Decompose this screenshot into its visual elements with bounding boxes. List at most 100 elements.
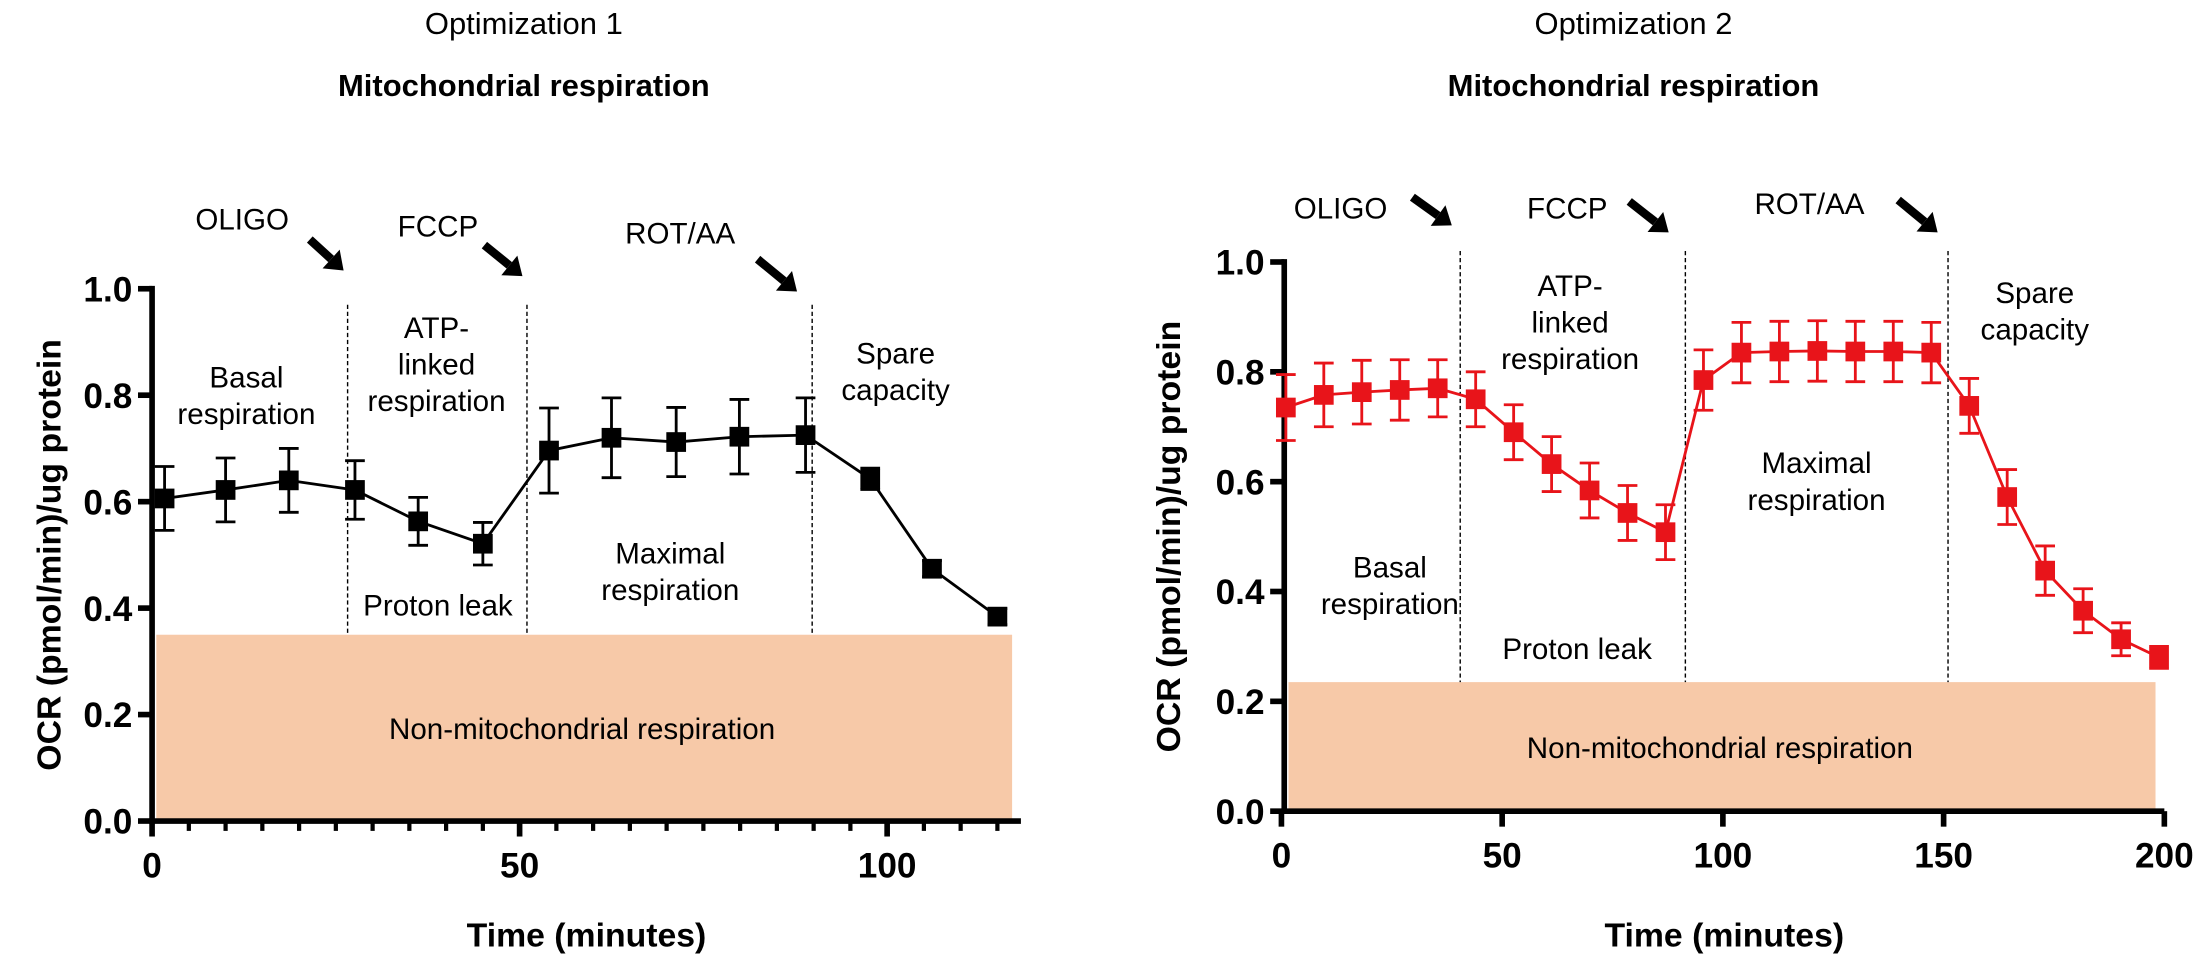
data-point [2073,600,2093,621]
injection-label: ROT/AA [1754,188,1864,221]
y-tick-label: 0.2 [83,696,132,735]
region-label-proton: Proton leak [1502,633,1652,666]
arrow-icon [1626,198,1658,226]
x-tick-label: 100 [858,846,917,885]
data-point [1465,389,1486,410]
data-point [666,432,687,452]
data-point [1617,503,1638,523]
arrow-head-icon [1430,205,1452,226]
chart-subtitle: Mitochondrial respiration [1448,68,1820,103]
injection-label: FCCP [1527,192,1607,225]
y-axis-label: OCR (pmol/min)/ug protein [1150,321,1188,753]
data-point [1883,341,1904,362]
chart-subtitle: Mitochondrial respiration [338,68,710,103]
data-point [2035,560,2056,581]
band-label: Non-mitochondrial respiration [1527,732,1913,765]
data-point [1579,480,1600,501]
region-label-maximal: respiration [1748,484,1886,517]
data-point [473,533,493,554]
x-tick-label: 0 [142,846,162,885]
injection-label: OLIGO [1294,192,1388,225]
chart-1: Optimization 1 Mitochondrial respiration N… [31,6,1021,954]
arrow-icon [306,236,334,263]
data-point [1313,385,1334,405]
data-point [1275,397,1296,418]
region-label-atp: respiration [1501,343,1639,376]
arrow-head-icon [1647,212,1669,233]
region-label-basal: Basal [209,361,283,394]
data-point [987,606,1008,627]
data-point [1959,396,1980,416]
arrow-icon [1409,193,1441,219]
x-tick-label: 100 [1694,836,1753,875]
data-point [1427,378,1448,399]
band-label: Non-mitochondrial respiration [389,713,775,746]
region-label-atp: ATP- [1538,270,1603,303]
arrow-icon [1895,196,1928,225]
region-label-maximal: respiration [601,574,739,607]
region-label-maximal: Maximal [1761,447,1871,480]
arrow-head-icon [775,271,798,292]
data-point [1351,382,1372,403]
chart-title: Optimization 1 [425,6,623,41]
y-tick-label: 0.4 [1216,573,1265,612]
data-point [1807,341,1828,361]
data-point [860,468,881,489]
non-mitochondrial-band [156,634,1013,822]
data-point [1503,422,1524,443]
data-point [345,480,365,500]
arrow-icon [754,255,787,285]
data-point [1655,522,1676,543]
region-label-maximal: Maximal [615,537,725,570]
data-point [1997,487,2018,507]
y-tick-label: 0.0 [83,803,132,842]
region-label-atp: ATP- [404,312,469,345]
region-label-atp: linked [398,349,475,382]
region-label-spare: capacity [1981,313,2090,346]
data-point [539,440,559,461]
y-tick-label: 1.0 [83,270,132,309]
x-tick-label: 0 [1272,836,1292,875]
data-point [278,470,299,491]
x-tick-label: 50 [500,846,539,885]
data-point [1921,342,1942,363]
data-point [2149,647,2169,668]
injection-label: ROT/AA [625,218,735,251]
region-label-spare: capacity [841,374,950,407]
y-tick-label: 0.8 [83,377,132,416]
y-tick-label: 0.6 [83,483,132,522]
series-line [164,433,999,618]
y-tick-label: 0.6 [1216,463,1265,502]
region-label-atp: respiration [368,385,506,418]
y-tick-label: 0.4 [83,590,132,629]
chart-title: Optimization 2 [1534,6,1732,41]
x-tick-label: 200 [2135,836,2194,875]
data-point [1731,342,1752,363]
non-mitochondrial-band [1288,682,2156,812]
y-tick-label: 1.0 [1216,244,1265,283]
region-label-spare: Spare [1995,277,2074,310]
x-axis-label: Time (minutes) [467,916,707,954]
data-point [154,488,175,509]
y-tick-label: 0.0 [1216,793,1265,832]
region-label-atp: linked [1531,306,1608,339]
data-point [601,427,622,448]
x-tick-label: 150 [1914,836,1973,875]
region-label-basal: respiration [1321,588,1459,621]
region-label-basal: respiration [177,398,315,431]
region-label-spare: Spare [856,337,935,370]
arrow-icon [481,241,512,269]
data-point [795,425,816,445]
chart-2: Optimization 2 Mitochondrial respiration N… [1150,6,2194,954]
data-point [408,511,429,532]
data-point [2111,629,2131,650]
injection-label: FCCP [398,211,478,244]
data-point [1389,380,1410,400]
data-point [1769,341,1790,362]
y-tick-label: 0.2 [1216,683,1265,722]
y-tick-label: 0.8 [1216,354,1265,393]
arrow-head-icon [322,249,344,271]
data-point [922,558,942,579]
injection-label: OLIGO [195,204,289,237]
